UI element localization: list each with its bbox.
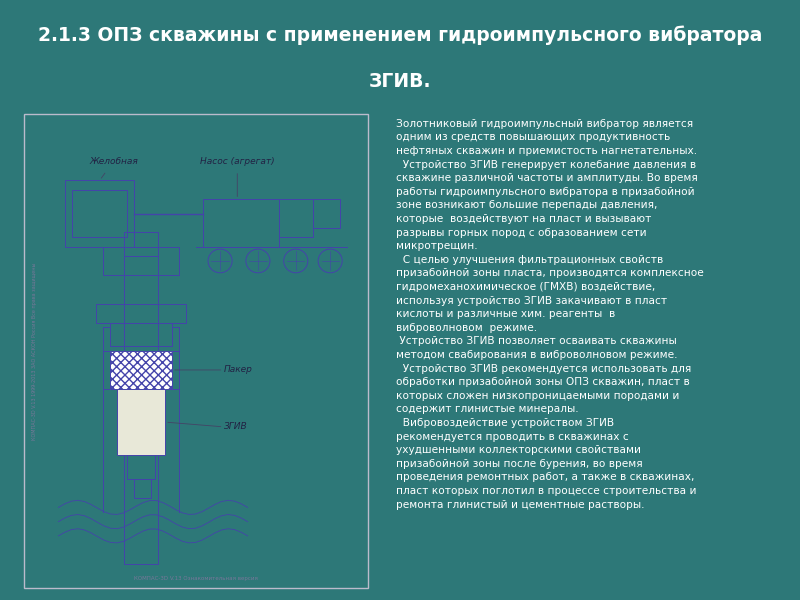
Bar <box>96 304 186 323</box>
Bar <box>103 247 179 275</box>
Text: КОМПАС-3D V.13 Ознакомительная версия: КОМПАС-3D V.13 Ознакомительная версия <box>134 576 258 581</box>
Bar <box>66 181 134 247</box>
Bar <box>278 199 313 237</box>
Text: Золотниковый гидроимпульсный вибратор является
одним из средств повышающих проду: Золотниковый гидроимпульсный вибратор яв… <box>396 119 704 509</box>
Bar <box>172 351 178 389</box>
Bar <box>313 199 341 228</box>
Text: Желобная: Желобная <box>89 157 138 166</box>
Bar <box>124 247 158 564</box>
Bar <box>110 351 172 389</box>
Bar <box>127 455 154 479</box>
Bar <box>110 323 172 346</box>
Text: Насос (агрегат): Насос (агрегат) <box>200 157 274 166</box>
Bar <box>124 232 158 256</box>
Bar <box>134 479 151 498</box>
Text: ЗГИВ: ЗГИВ <box>223 422 247 431</box>
Text: КОМПАС-3D V.13 1999-2013 ЗАО АСКОН Россия Все права защищены: КОМПАС-3D V.13 1999-2013 ЗАО АСКОН Росси… <box>32 262 37 440</box>
Bar <box>72 190 127 237</box>
Text: Пакер: Пакер <box>223 365 252 374</box>
Text: 2.1.3 ОПЗ скважины с применением гидроимпульсного вибратора: 2.1.3 ОПЗ скважины с применением гидроим… <box>38 26 762 46</box>
Text: ЗГИВ.: ЗГИВ. <box>369 72 431 91</box>
Bar <box>103 351 110 389</box>
Bar <box>117 389 165 455</box>
Bar <box>203 199 278 247</box>
